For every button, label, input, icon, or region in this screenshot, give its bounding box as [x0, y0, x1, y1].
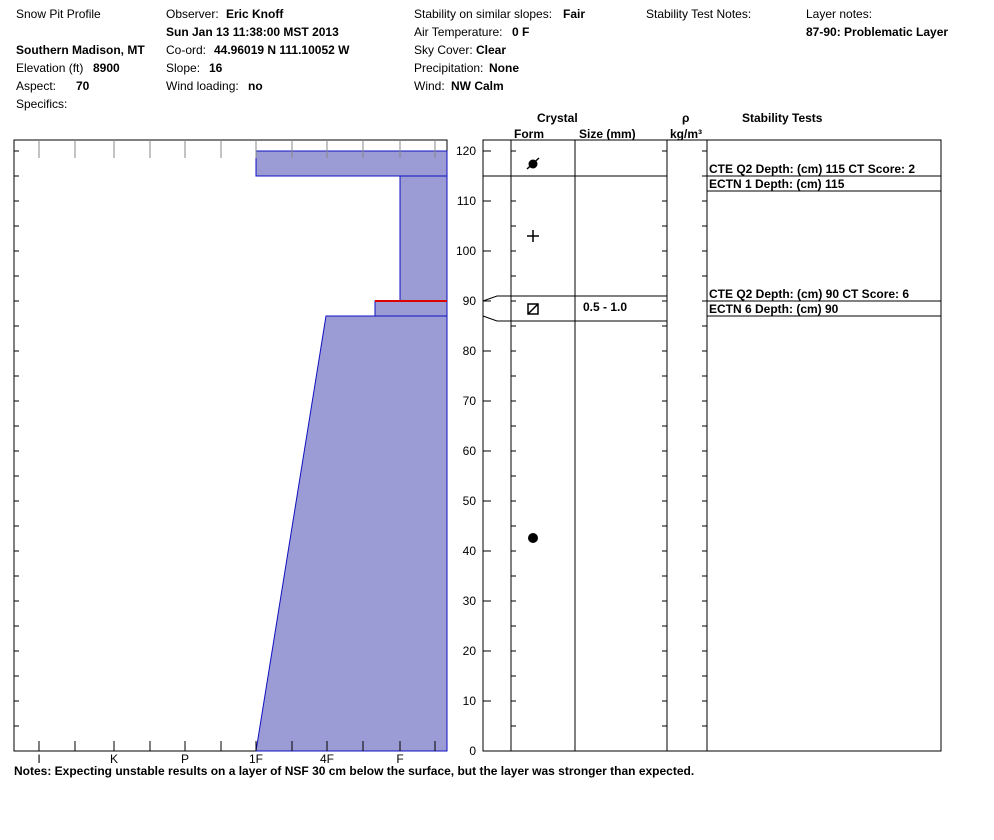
hardness-tick-label-1F: 1F: [249, 752, 263, 766]
wind-value: NW Calm: [451, 79, 504, 93]
stability-value: Fair: [563, 7, 586, 21]
depth-tick-label-10: 10: [463, 694, 477, 708]
air-temp-value: 0 F: [512, 25, 530, 39]
stability-tests-header: Stability Tests: [742, 111, 823, 125]
stability-label: Stability on similar slopes:: [414, 7, 553, 21]
stability-test-1-line-1: ECTN 6 Depth: (cm) 90: [709, 302, 839, 316]
depth-tick-label-120: 120: [456, 144, 476, 158]
layer-boundary-90: [482, 295, 667, 302]
depth-tick-label-30: 30: [463, 594, 477, 608]
size-header: Size (mm): [579, 127, 636, 141]
layer-notes-value: 87-90: Problematic Layer: [806, 25, 949, 39]
wind-loading-label: Wind loading:: [166, 79, 239, 93]
depth-tick-label-60: 60: [463, 444, 477, 458]
specifics-label: Specifics:: [16, 97, 68, 111]
layer-table-frame: [482, 139, 942, 752]
air-temp-label: Air Temperature:: [414, 25, 503, 39]
hardness-layer-0: [255, 150, 448, 177]
elevation-value: 8900: [93, 61, 120, 75]
hardness-tick-label-F: F: [396, 752, 403, 766]
hardness-layer-2: [374, 300, 448, 317]
hardness-tick-label-I: I: [37, 752, 40, 766]
layer-boundary-87: [482, 315, 667, 322]
slope-value: 16: [209, 61, 223, 75]
elevation-label: Elevation (ft): [16, 61, 84, 75]
hardness-tick-label-K: K: [110, 752, 118, 766]
depth-tick-label-70: 70: [463, 394, 477, 408]
wind-loading-value: no: [248, 79, 263, 93]
faceted-icon: [527, 303, 539, 315]
location: Southern Madison, MT: [16, 43, 145, 57]
coord-label: Co-ord:: [166, 43, 207, 57]
form-header: Form: [514, 127, 544, 141]
density-symbol: ρ: [682, 111, 690, 125]
coord-value: 44.96019 N 111.10052 W: [214, 43, 350, 57]
stability-test-0-line-0: CTE Q2 Depth: (cm) 115 CT Score: 2: [709, 162, 915, 176]
notes: Notes: Expecting unstable results on a l…: [14, 764, 695, 778]
aspect-label: Aspect:: [16, 79, 57, 93]
wind-label: Wind:: [414, 79, 445, 93]
depth-tick-label-50: 50: [463, 494, 477, 508]
observer-value: Eric Knoff: [226, 7, 284, 21]
page-title: Snow Pit Profile: [16, 7, 101, 21]
depth-tick-label-100: 100: [456, 244, 476, 258]
observer-label: Observer:: [166, 7, 219, 21]
hardness-tick-label-P: P: [181, 752, 189, 766]
surface-hoar-icon-slash: [526, 157, 540, 170]
stability-test-notes-label: Stability Test Notes:: [646, 7, 752, 21]
precipitation-value: None: [489, 61, 519, 75]
depth-tick-label-80: 80: [463, 344, 477, 358]
density-unit-header: kg/m³: [670, 127, 703, 141]
rounded-icon: [528, 533, 538, 543]
stability-test-0-line-1: ECTN 1 Depth: (cm) 115: [709, 177, 845, 191]
hardness-layer-3: [255, 315, 448, 752]
depth-tick-label-110: 110: [457, 194, 476, 208]
aspect-value: 70: [76, 79, 90, 93]
precipitation-label: Precipitation:: [414, 61, 484, 75]
grain-size-label: 0.5 - 1.0: [583, 300, 627, 314]
depth-tick-label-90: 90: [463, 294, 477, 308]
layer-notes-label: Layer notes:: [806, 7, 873, 21]
hardness-layer-1: [399, 175, 448, 302]
observation-datetime: Sun Jan 13 11:38:00 MST 2013: [166, 25, 339, 39]
slope-label: Slope:: [166, 61, 201, 75]
stability-test-1-line-0: CTE Q2 Depth: (cm) 90 CT Score: 6: [709, 287, 909, 301]
crystal-header: Crystal: [537, 111, 578, 125]
depth-tick-label-20: 20: [463, 644, 477, 658]
sky-cover-value: Clear: [476, 43, 507, 57]
sky-cover-label: Sky Cover:: [414, 43, 473, 57]
faceted-icon-diagonal: [527, 303, 539, 315]
depth-tick-label-40: 40: [463, 544, 477, 558]
depth-tick-label-0: 0: [469, 744, 476, 758]
hardness-tick-label-4F: 4F: [320, 752, 334, 766]
